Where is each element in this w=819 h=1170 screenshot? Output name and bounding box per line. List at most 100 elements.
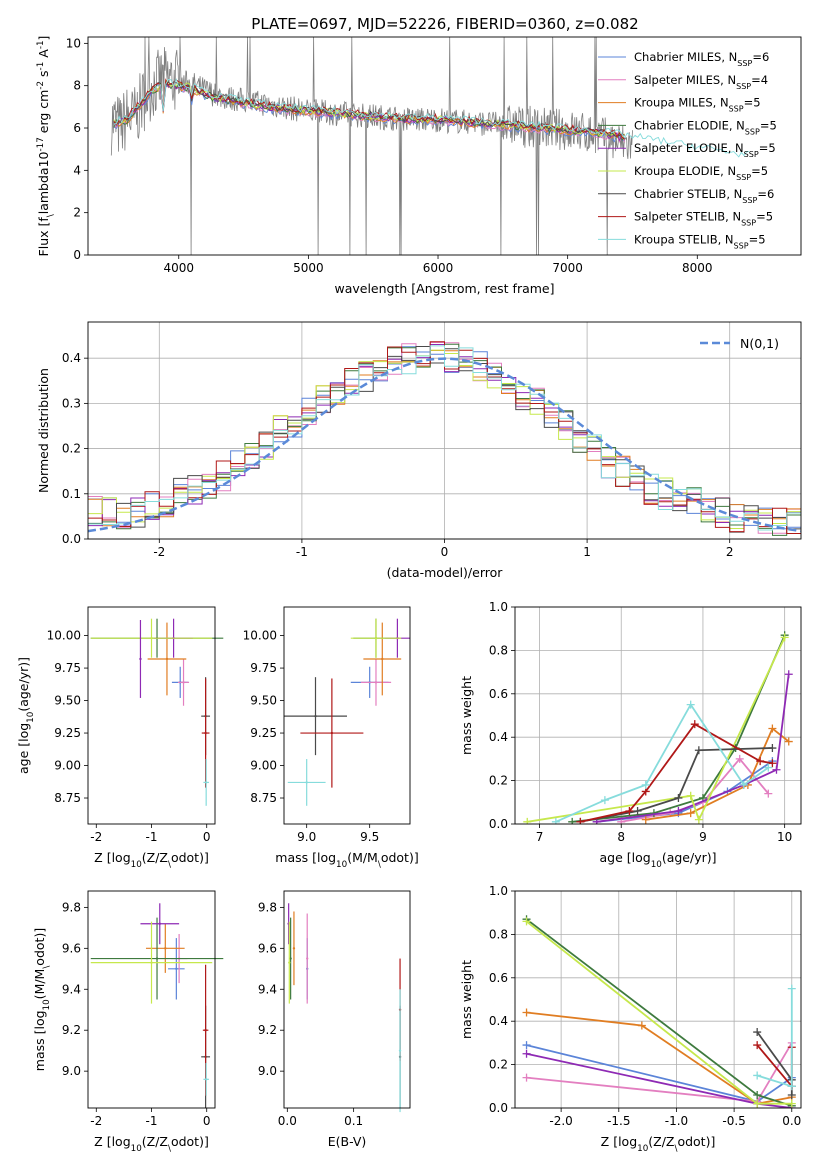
x-axis-label: mass [log10(M/M\odot)] bbox=[275, 850, 418, 870]
data-point bbox=[522, 1008, 531, 1017]
legend-entry: Chabrier STELIB, NSSP=6 bbox=[634, 187, 774, 205]
y-tick-label: 0.0 bbox=[489, 1101, 508, 1115]
series-line bbox=[527, 637, 786, 823]
data-point bbox=[522, 1041, 531, 1050]
data-point bbox=[204, 1029, 207, 1032]
x-tick-label: 2 bbox=[726, 545, 734, 559]
y-tick-label: 8 bbox=[73, 79, 81, 93]
legend-entry: Kroupa ELODIE, NSSP=5 bbox=[634, 164, 768, 182]
axes-frame bbox=[514, 890, 802, 1109]
y-tick-label: 10.00 bbox=[47, 629, 81, 643]
data-point bbox=[164, 947, 167, 950]
x-tick-label: 8 bbox=[617, 830, 625, 844]
y-tick-label: 9.00 bbox=[54, 759, 81, 773]
x-tick-label: -1 bbox=[146, 1114, 158, 1128]
x-tick-label: -1.5 bbox=[607, 1114, 630, 1128]
y-tick-label: 9.50 bbox=[250, 694, 277, 708]
y-tick-label: 9.4 bbox=[258, 982, 277, 996]
y-tick-label: 0.4 bbox=[62, 351, 81, 365]
y-tick-label: 2 bbox=[73, 206, 81, 220]
mass_vs_Z-axes: -2 -1 0 9.0 9.2 9.4 9.6 9.8 Z [log10(Z/Z\odot)] m… bbox=[32, 900, 211, 1154]
data-point bbox=[600, 796, 609, 805]
data-point bbox=[398, 1049, 402, 1052]
age_vs_Z-axes: -2 -1 0 8.75 9.00 9.25 9.50 9.75 10.00 Z [log10(Z… bbox=[16, 629, 211, 870]
mass_vs_Z-points bbox=[90, 903, 224, 1108]
legend-entry: Salpeter ELODIE, NSSP=5 bbox=[634, 141, 776, 159]
y-axis-label: Normed distribution bbox=[36, 368, 51, 493]
y-tick-label: 0.4 bbox=[489, 730, 508, 744]
x-tick-label: 7 bbox=[536, 830, 544, 844]
y-tick-label: 9.50 bbox=[54, 694, 81, 708]
data-point bbox=[637, 1021, 646, 1030]
data-point bbox=[374, 636, 378, 640]
massweight_vs_Z-axes: -2.0 -1.5 -1.0 -0.5 0.0 0.0 0.2 0.4 0.6 0.8 1.0 Z [… bbox=[459, 884, 801, 1154]
data-point bbox=[787, 1090, 796, 1099]
legend-entry: Salpeter STELIB, NSSP=5 bbox=[634, 210, 773, 228]
x-tick-label: 4000 bbox=[163, 261, 194, 275]
y-tick-label: 9.00 bbox=[250, 759, 277, 773]
y-tick-label: 9.0 bbox=[62, 1064, 81, 1078]
y-tick-label: 9.2 bbox=[62, 1023, 81, 1037]
data-point bbox=[522, 917, 531, 926]
y-tick-label: 6 bbox=[73, 121, 81, 135]
y-tick-label: 0.8 bbox=[489, 927, 508, 941]
legend-entry: Chabrier MILES, NSSP=6 bbox=[634, 50, 769, 68]
x-tick-label: 9.0 bbox=[297, 830, 316, 844]
y-tick-label: 0.0 bbox=[62, 532, 81, 546]
data-point bbox=[576, 817, 585, 824]
y-tick-label: 9.6 bbox=[258, 941, 277, 955]
mass_vs_ebv-points bbox=[287, 903, 402, 1113]
y-axis-label: Flux [f\lambda10-17 erg cm-2 s-1 A-1] bbox=[36, 36, 56, 257]
y-tick-label: 9.75 bbox=[54, 661, 81, 675]
y-tick-label: 9.75 bbox=[250, 661, 277, 675]
x-tick-label: -1 bbox=[146, 830, 158, 844]
figure-title: PLATE=0697, MJD=52226, FIBERID=0360, z=0… bbox=[251, 15, 638, 33]
y-tick-label: 8.75 bbox=[250, 791, 277, 805]
data-point bbox=[753, 1041, 762, 1050]
axes-frame bbox=[87, 890, 216, 1109]
y-axis-label: age [log10(age/yr)] bbox=[16, 657, 36, 774]
y-tick-label: 4 bbox=[73, 163, 81, 177]
x-axis-label: E(B-V) bbox=[328, 1134, 367, 1149]
x-tick-label: 0 bbox=[203, 830, 211, 844]
age_vs_mass-points bbox=[284, 618, 410, 806]
data-point bbox=[784, 737, 793, 746]
data-point bbox=[764, 763, 773, 772]
legend-entry: Kroupa MILES, NSSP=5 bbox=[634, 96, 761, 114]
axes-frame bbox=[87, 321, 802, 540]
y-tick-label: 10.00 bbox=[243, 629, 277, 643]
data-point bbox=[787, 1082, 796, 1091]
y-tick-label: 9.2 bbox=[258, 1023, 277, 1037]
y-tick-label: 0.6 bbox=[489, 971, 508, 985]
x-axis-label: (data-model)/error bbox=[387, 565, 504, 580]
x-tick-label: 6000 bbox=[423, 261, 454, 275]
data-point bbox=[204, 1078, 208, 1081]
x-tick-label: 9.5 bbox=[360, 830, 379, 844]
y-tick-label: 0.2 bbox=[489, 774, 508, 788]
spectrum-axes: 4000 5000 6000 7000 8000 0 2 4 6 8 10 wavelength [A… bbox=[36, 36, 713, 296]
spectrum-plot bbox=[110, 37, 750, 255]
x-tick-label: 1 bbox=[583, 545, 591, 559]
y-tick-label: 9.8 bbox=[62, 900, 81, 914]
y-tick-label: 9.25 bbox=[54, 726, 81, 740]
axes-frame bbox=[283, 606, 411, 825]
legend-entry: Salpeter MILES, NSSP=4 bbox=[634, 73, 768, 91]
data-point bbox=[381, 657, 384, 661]
normal-curve bbox=[88, 357, 801, 533]
data-point bbox=[787, 1099, 796, 1108]
y-tick-label: 9.25 bbox=[250, 726, 277, 740]
x-tick-label: -0.5 bbox=[722, 1114, 745, 1128]
y-tick-label: 0.6 bbox=[489, 687, 508, 701]
data-point bbox=[330, 731, 334, 735]
x-tick-label: 0.0 bbox=[782, 1114, 801, 1128]
age_vs_Z-points bbox=[90, 618, 224, 806]
data-point bbox=[686, 809, 695, 818]
y-tick-label: 0.8 bbox=[489, 643, 508, 657]
data-point bbox=[641, 815, 650, 824]
data-point bbox=[289, 957, 292, 960]
data-point bbox=[735, 754, 744, 763]
histogram-step bbox=[88, 345, 801, 531]
data-point bbox=[694, 746, 703, 755]
axes-frame bbox=[514, 606, 802, 825]
y-tick-label: 1.0 bbox=[489, 600, 508, 614]
